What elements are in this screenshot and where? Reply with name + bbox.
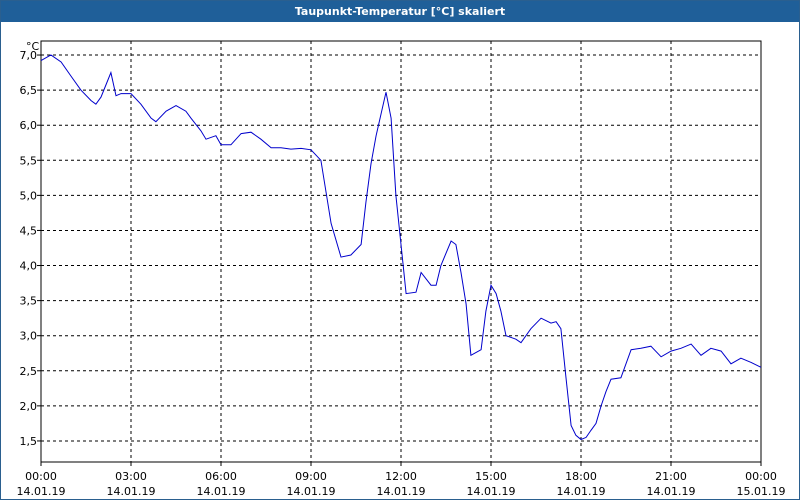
y-tick-label: 6,5	[20, 84, 38, 97]
y-tick-label: 3,5	[20, 295, 38, 308]
x-tick-time: 09:00	[295, 470, 327, 483]
x-tick-date: 15.01.19	[737, 485, 786, 498]
x-tick-date: 14.01.19	[467, 485, 516, 498]
x-tick-time: 15:00	[475, 470, 507, 483]
y-axis-unit: °C	[26, 40, 40, 53]
x-axis: 00:00 14.01.19 03:00 14.01.19 06:00 14.01.19 0…	[17, 462, 786, 498]
chart-title: Taupunkt-Temperatur [°C] skaliert	[1, 1, 799, 22]
x-tick-time: 18:00	[565, 470, 597, 483]
x-tick-date: 14.01.19	[557, 485, 606, 498]
y-tick-label: 2,5	[20, 365, 38, 378]
y-tick-label: 7,0	[20, 49, 38, 62]
y-axis: 7,0 6,5 6,0 5,5 5,0 4,5 4,0 3,5 3,0 2,5 2,0 1,5	[20, 49, 41, 448]
x-tick-date: 14.01.19	[107, 485, 156, 498]
y-tick-label: 4,5	[20, 224, 38, 237]
y-tick-label: 5,5	[20, 154, 38, 167]
y-tick-label: 6,0	[20, 119, 38, 132]
x-tick-date: 14.01.19	[377, 485, 426, 498]
x-tick-time: 00:00	[745, 470, 777, 483]
x-tick-time: 12:00	[385, 470, 417, 483]
x-tick-date: 14.01.19	[17, 485, 66, 498]
x-tick-date: 14.01.19	[197, 485, 246, 498]
x-tick-time: 21:00	[655, 470, 687, 483]
x-tick-date: 14.01.19	[287, 485, 336, 498]
x-tick-time: 06:00	[205, 470, 237, 483]
grid-lines	[41, 41, 761, 462]
series-layer	[40, 54, 762, 441]
x-tick-date: 14.01.19	[647, 485, 696, 498]
y-tick-label: 1,5	[20, 435, 38, 448]
y-tick-label: 2,0	[20, 400, 38, 413]
x-tick-time: 03:00	[115, 470, 147, 483]
y-tick-label: 3,0	[20, 330, 38, 343]
y-tick-label: 5,0	[20, 189, 38, 202]
y-tick-label: 4,0	[20, 260, 38, 273]
x-tick-time: 00:00	[25, 470, 57, 483]
series-line-dewpoint	[40, 54, 762, 441]
